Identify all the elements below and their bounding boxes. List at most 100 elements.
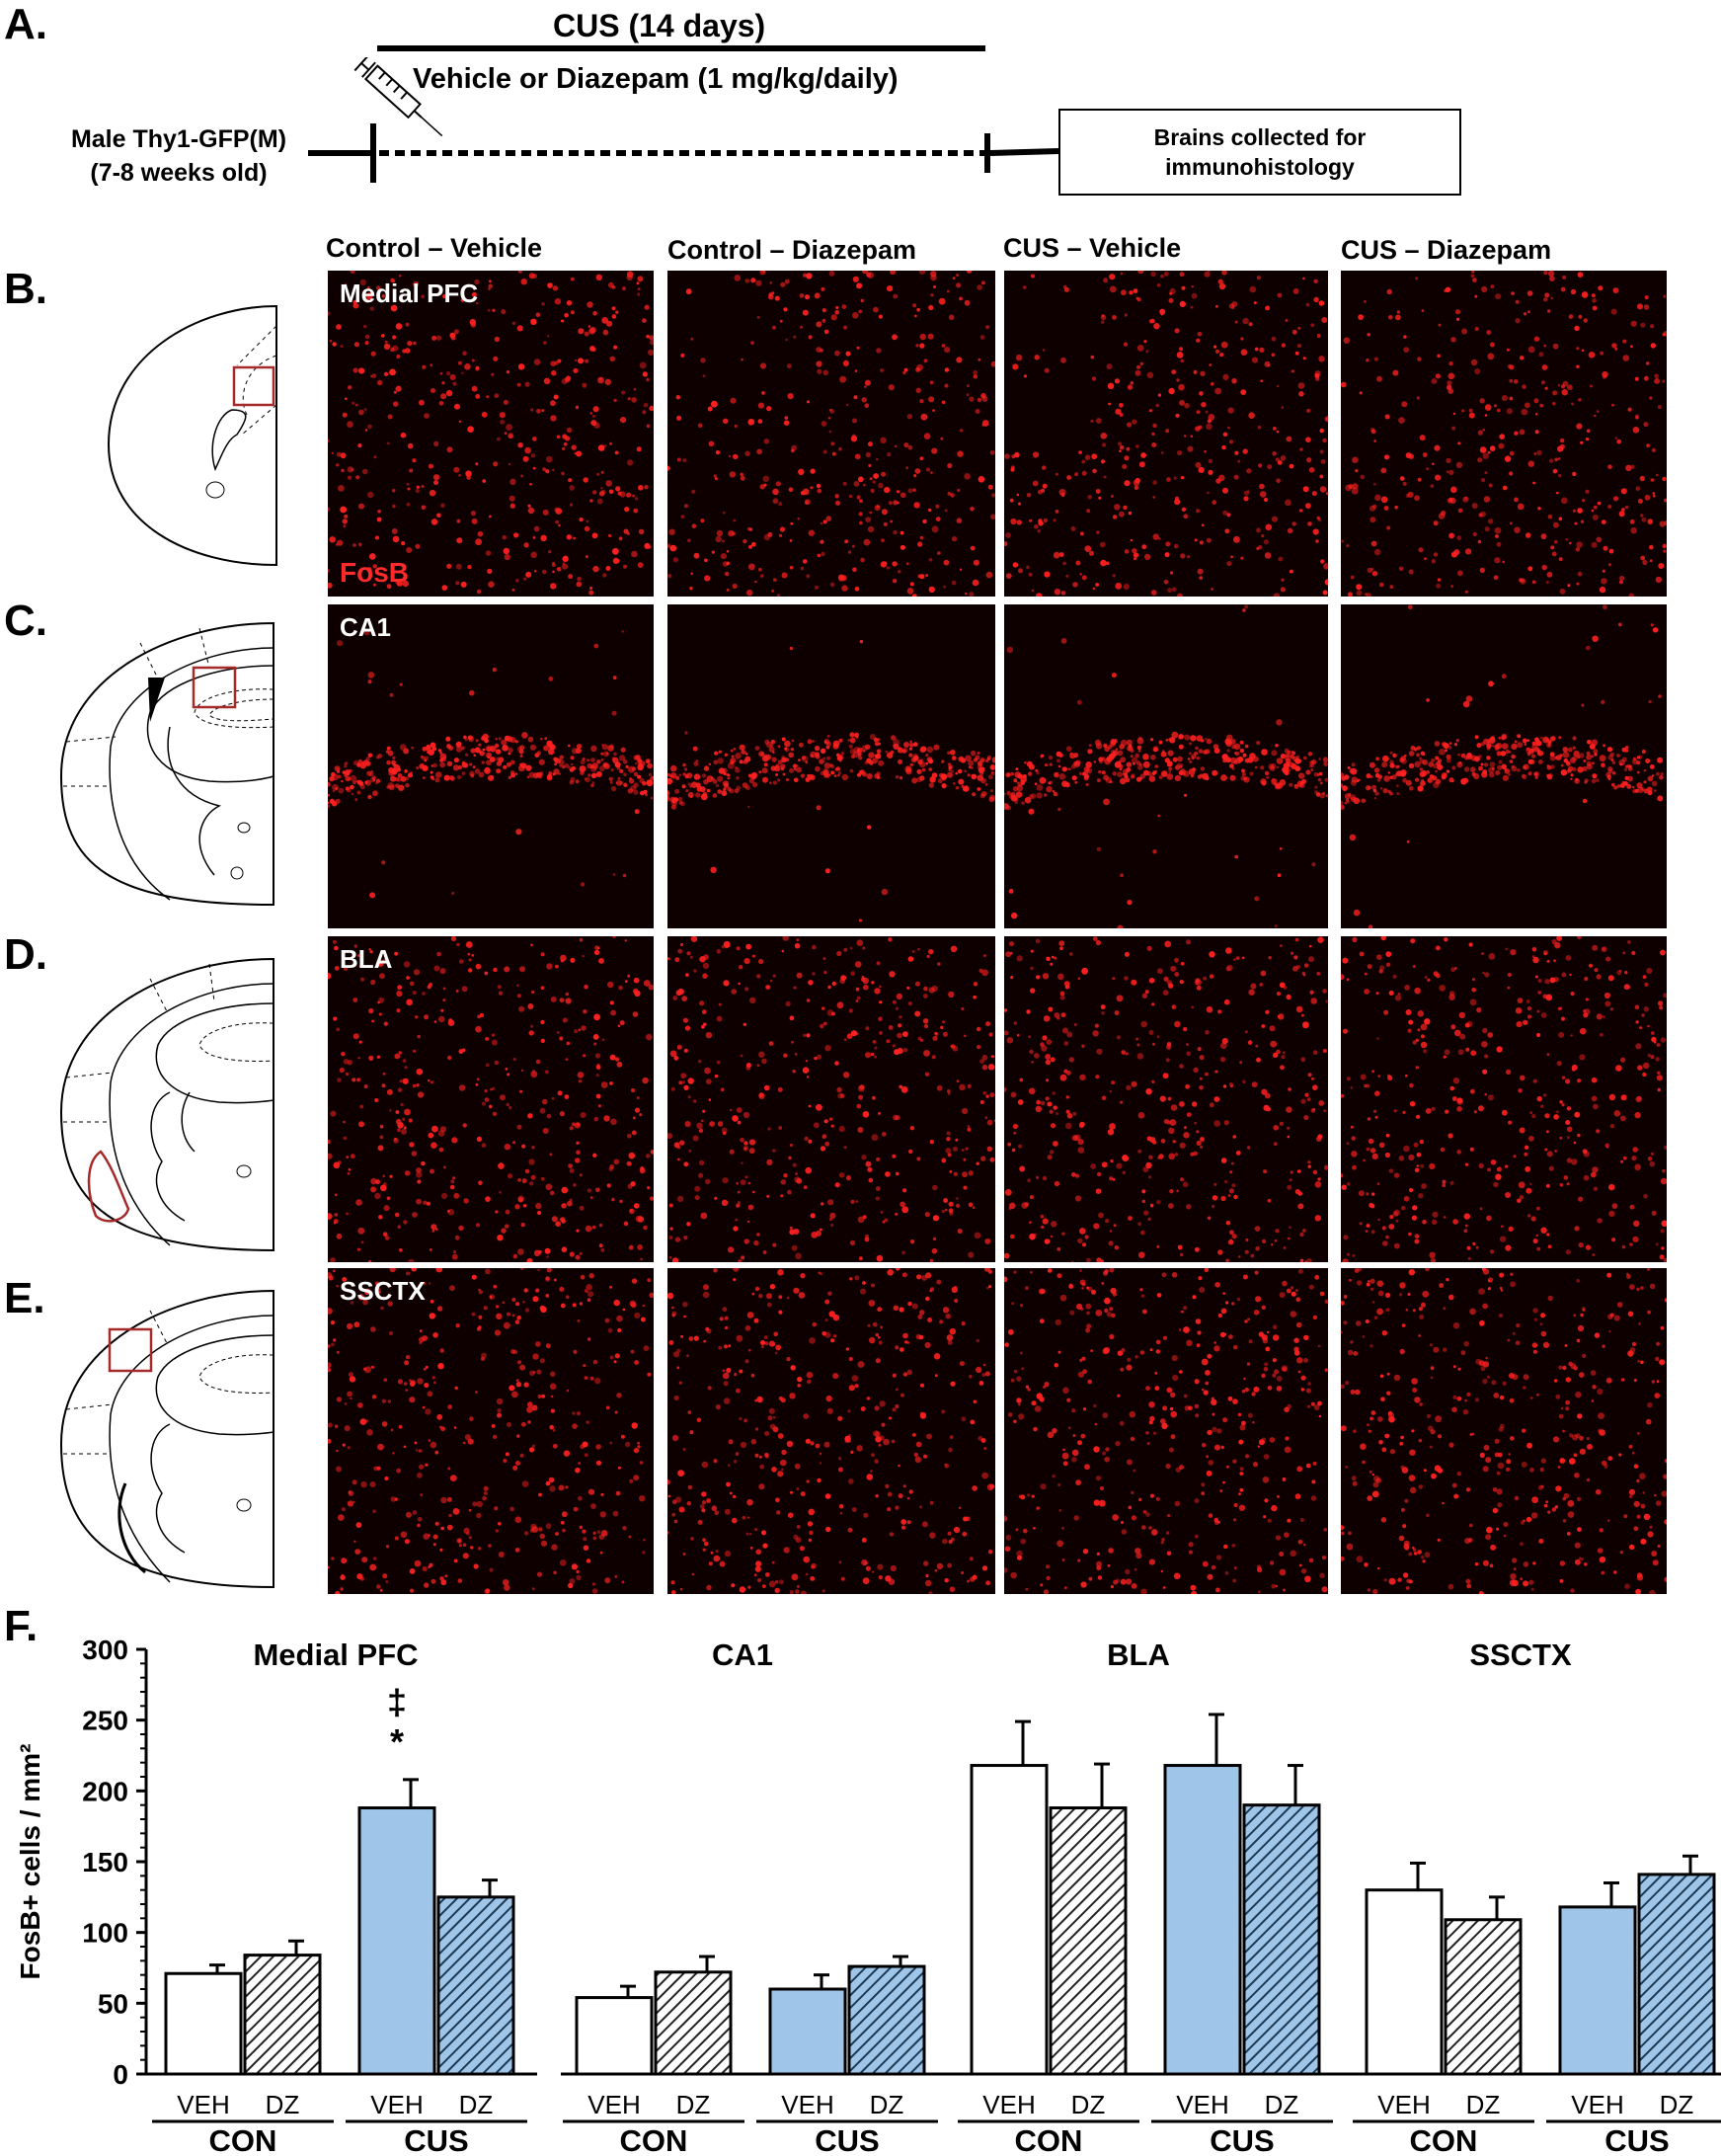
bar-label: VEH	[1176, 2090, 1228, 2119]
panel-label-a: A.	[4, 0, 47, 48]
roi-box-ca1	[192, 666, 237, 709]
group-label: CON	[1410, 2123, 1478, 2156]
y-tick-label: 200	[82, 1776, 128, 1806]
column-header-cus-vehicle: CUS – Vehicle	[1003, 233, 1182, 263]
fosb-bar-chart: FosB+ cells / mm² 0 50 100 150 200 250 300 Media…	[15, 1635, 1721, 2156]
micrograph-r2-c2	[667, 604, 995, 928]
micrograph-r4-c4	[1341, 1268, 1667, 1594]
panel-label-b: B.	[4, 265, 47, 313]
cus-duration-label: CUS (14 days)	[553, 8, 766, 43]
bar-label: VEH	[781, 2090, 833, 2119]
roi-box-ssctx	[108, 1327, 153, 1373]
micrograph-r4-c1: SSCTX	[328, 1268, 654, 1594]
bar-label: VEH	[177, 2090, 229, 2119]
subplot-title: CA1	[712, 1637, 773, 1672]
y-tick-label: 100	[82, 1918, 128, 1949]
group-label: CUS	[404, 2123, 468, 2156]
column-header-control-diazepam: Control – Diazepam	[667, 235, 917, 265]
outcome-line-1: Brains collected for	[1153, 124, 1367, 150]
y-tick-label: 300	[82, 1635, 128, 1665]
micrograph-r1-c4	[1341, 271, 1667, 597]
cus-bar	[377, 45, 985, 51]
bar	[1365, 1888, 1444, 2076]
subplot-title: Medial PFC	[253, 1637, 418, 1672]
micrograph-r3-c3	[1004, 936, 1328, 1262]
micrograph-r3-c2	[667, 936, 995, 1262]
brain-schematic-ca1	[59, 621, 274, 907]
bar	[1558, 1905, 1637, 2076]
bar	[164, 1971, 243, 2076]
region-label: SSCTX	[340, 1276, 426, 1306]
bar	[1049, 1806, 1128, 2076]
roi-box-pfc	[232, 365, 275, 407]
bar	[654, 1970, 733, 2076]
stain-label: FosB	[340, 557, 409, 588]
bar	[1444, 1918, 1523, 2076]
bar-label: VEH	[370, 2090, 423, 2119]
outcome-line-2: immunohistology	[1165, 154, 1355, 180]
micrograph-r2-c3	[1004, 604, 1328, 928]
roi-outline-bla	[87, 1150, 130, 1223]
region-label: BLA	[340, 944, 393, 974]
bar	[1242, 1803, 1321, 2076]
micrograph-r4-c3	[1004, 1268, 1328, 1594]
subject-line-2: (7-8 weeks old)	[90, 159, 268, 187]
y-tick-label: 50	[98, 1988, 128, 2019]
y-tick-label: 0	[113, 2059, 128, 2090]
y-tick-label: 150	[82, 1847, 128, 1877]
timeline-axis	[308, 123, 1059, 183]
micrograph-r3-c4	[1341, 936, 1667, 1262]
micrograph-r2-c1: CA1	[328, 604, 654, 928]
bar-label: DZ	[1265, 2090, 1299, 2119]
region-label: Medial PFC	[340, 279, 479, 308]
group-label: CUS	[1604, 2123, 1669, 2156]
group-label: CON	[209, 2123, 277, 2156]
y-tick-label: 250	[82, 1706, 128, 1736]
bar	[357, 1806, 436, 2076]
column-header-cus-diazepam: CUS – Diazepam	[1341, 235, 1552, 265]
brain-schematic-pfc	[107, 304, 277, 567]
bar	[768, 1987, 847, 2076]
panel-label-f: F.	[4, 1602, 39, 1650]
subplot-title: SSCTX	[1469, 1637, 1572, 1672]
syringe-icon	[353, 57, 443, 137]
outcome-box: Brains collected for immunohistology	[1058, 109, 1461, 196]
bar-label: DZ	[1071, 2090, 1106, 2119]
group-label: CUS	[1210, 2123, 1274, 2156]
panel-label-c: C.	[4, 597, 47, 645]
micrograph-r3-c1: BLA	[328, 936, 654, 1262]
bar	[970, 1764, 1049, 2076]
subject-description: Male Thy1-GFP(M) (7-8 weeks old)	[36, 122, 322, 190]
brain-schematic-ssctx	[59, 1289, 274, 1589]
bar-label: VEH	[587, 2090, 640, 2119]
subject-line-1: Male Thy1-GFP(M)	[70, 125, 287, 153]
column-header-control-vehicle: Control – Vehicle	[326, 233, 543, 263]
panel-label-d: D.	[4, 930, 47, 979]
bar-label: DZ	[1466, 2090, 1501, 2119]
bar-label: VEH	[1377, 2090, 1430, 2119]
group-label: CON	[620, 2123, 688, 2156]
region-label: CA1	[340, 612, 392, 642]
bar	[1637, 1873, 1716, 2076]
bar	[1163, 1764, 1242, 2076]
group-label: CUS	[815, 2123, 879, 2156]
drug-label: Vehicle or Diazepam (1 mg/kg/daily)	[413, 63, 899, 95]
panel-label-e: E.	[4, 1274, 45, 1322]
significance-mark: *	[390, 1721, 404, 1762]
bar-label: VEH	[1571, 2090, 1623, 2119]
bar-label: VEH	[982, 2090, 1035, 2119]
bar-label: DZ	[459, 2090, 494, 2119]
bar	[436, 1895, 515, 2076]
micrograph-r4-c2	[667, 1268, 995, 1594]
micrograph-r1-c3	[1004, 271, 1328, 597]
significance-mark: ‡	[387, 1682, 407, 1722]
brain-schematic-bla	[59, 957, 274, 1252]
bar-label: DZ	[1660, 2090, 1694, 2119]
micrograph-r2-c4	[1341, 604, 1667, 928]
micrograph-r1-c1: Medial PFC FosB	[328, 271, 654, 597]
y-axis-label: FosB+ cells / mm²	[15, 1744, 45, 1980]
bar-label: DZ	[676, 2090, 711, 2119]
bar-label: DZ	[870, 2090, 904, 2119]
bar	[575, 1996, 654, 2076]
bar-label: DZ	[266, 2090, 300, 2119]
